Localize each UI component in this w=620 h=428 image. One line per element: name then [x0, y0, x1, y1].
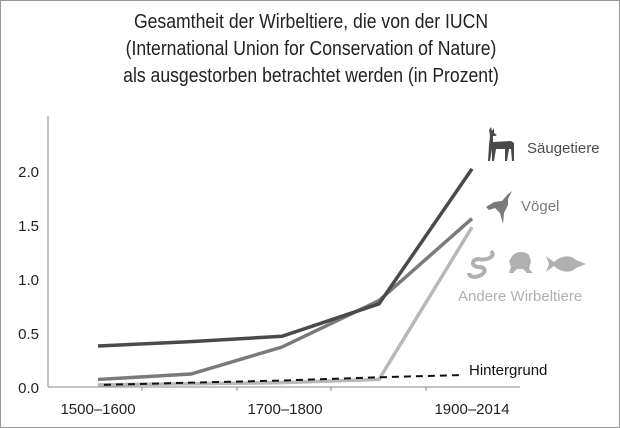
y-tick-label: 0.0 — [18, 380, 39, 397]
x-tick-label: 1500–1600 — [60, 401, 135, 418]
y-tick-label: 0.5 — [18, 326, 39, 343]
series-label: Andere Wirbeltiere — [458, 288, 582, 305]
series-label: Vögel — [521, 198, 559, 215]
series-line-3 — [103, 374, 460, 386]
y-tick-label: 1.0 — [18, 272, 39, 289]
title-line: (International Union for Conservation of… — [125, 38, 497, 60]
frog-icon — [509, 252, 533, 273]
x-tick-label: 1700–1800 — [247, 401, 322, 418]
y-tick-label: 1.5 — [18, 218, 39, 235]
chart-title: Gesamtheit der Wirbeltiere, die von der … — [38, 9, 584, 90]
series-line-1 — [97, 217, 474, 382]
bird-icon — [486, 191, 512, 224]
series-label: Säugetiere — [527, 140, 600, 157]
y-tick-label: 2.0 — [18, 164, 39, 181]
fish-icon — [546, 256, 586, 272]
snake-icon — [467, 249, 495, 280]
title-line: Gesamtheit der Wirbeltiere, die von der … — [133, 11, 489, 33]
x-tick-label: 1900–2014 — [434, 401, 509, 418]
title-line: als ausgestorben betrachtet werden (in P… — [123, 65, 499, 87]
deer-icon — [488, 127, 514, 161]
series-label: Hintergrund — [469, 362, 547, 379]
